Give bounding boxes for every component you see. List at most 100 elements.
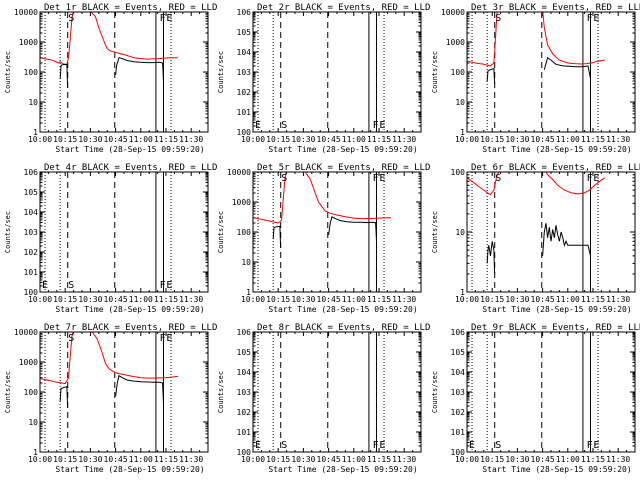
x-tick-label: 10:00 [455, 455, 479, 464]
x-tick-label: 11:30 [392, 455, 416, 464]
events-series-line [59, 386, 69, 408]
y-axis-label: Counts/sec [4, 51, 12, 93]
x-axis-label: Start Time (28-Sep-15 09:59:20) [55, 305, 204, 314]
panel-title: Det 3r BLACK = Events, RED = LLD [471, 3, 640, 13]
panel-title: Det 7r BLACK = Events, RED = LLD [44, 323, 217, 333]
x-tick-label: 10:30 [291, 455, 315, 464]
y-tick-label: 100 [237, 128, 252, 137]
marker-label-s: S [68, 280, 74, 291]
y-tick-label: 106 [237, 328, 252, 337]
x-tick-label: 10:30 [78, 455, 102, 464]
marker-label-f: F [587, 13, 593, 24]
x-tick-label: 10:30 [291, 295, 315, 304]
x-tick-label: 10:30 [505, 295, 529, 304]
y-tick-label: 105 [24, 188, 39, 197]
y-tick-label: 101 [237, 108, 252, 117]
x-tick-label: 10:45 [531, 295, 555, 304]
x-axis-label: Start Time (28-Sep-15 09:59:20) [482, 145, 631, 154]
x-tick-label: 11:15 [367, 135, 391, 144]
marker-label-f: F [160, 280, 166, 291]
x-tick-label: 10:00 [241, 295, 265, 304]
marker-label-s: S [495, 440, 501, 451]
marker-label-s: S [495, 13, 501, 24]
x-tick-label: 11:15 [367, 295, 391, 304]
marker-label-e: E [166, 333, 172, 344]
x-axis-label: Start Time (28-Sep-15 09:59:20) [268, 305, 417, 314]
x-tick-label: 10:30 [505, 135, 529, 144]
y-axis-label: Counts/sec [217, 211, 225, 253]
marker-label-e-left: E [255, 440, 261, 451]
plot-frame [466, 11, 636, 133]
x-tick-label: 11:15 [581, 295, 605, 304]
x-tick-label: 10:00 [241, 135, 265, 144]
x-tick-label: 10:30 [78, 135, 102, 144]
x-axis-label: Start Time (28-Sep-15 09:59:20) [268, 465, 417, 474]
y-tick-label: 10000 [14, 8, 38, 17]
marker-label-e: E [379, 120, 385, 131]
y-tick-label: 103 [237, 388, 252, 397]
plot-frame [466, 331, 636, 453]
x-tick-label: 11:00 [129, 135, 153, 144]
x-tick-label: 10:45 [317, 455, 341, 464]
marker-label-e: E [166, 13, 172, 24]
panel-title: Det 9r BLACK = Events, RED = LLD [471, 323, 640, 333]
events-series-line [59, 63, 69, 88]
y-axis-label: Counts/sec [431, 371, 439, 413]
x-tick-label: 11:15 [154, 295, 178, 304]
y-tick-label: 104 [24, 208, 39, 217]
y-tick-label: 1 [33, 448, 38, 457]
y-tick-label: 105 [237, 348, 252, 357]
panel-title: Det 1r BLACK = Events, RED = LLD [44, 3, 217, 13]
y-tick-label: 103 [451, 388, 466, 397]
x-tick-label: 11:15 [154, 455, 178, 464]
x-tick-label: 10:30 [505, 455, 529, 464]
marker-label-e: E [166, 280, 172, 291]
x-tick-label: 11:00 [342, 135, 366, 144]
y-tick-label: 101 [237, 428, 252, 437]
x-tick-label: 11:00 [556, 455, 580, 464]
x-tick-label: 11:00 [129, 295, 153, 304]
x-axis-label: Start Time (28-Sep-15 09:59:20) [55, 465, 204, 474]
x-tick-label: 10:45 [531, 455, 555, 464]
x-tick-label: 10:15 [266, 135, 290, 144]
y-tick-label: 103 [24, 228, 39, 237]
x-tick-label: 10:00 [28, 455, 52, 464]
x-tick-label: 11:00 [129, 455, 153, 464]
marker-label-e: E [379, 440, 385, 451]
events-series-line [543, 56, 591, 79]
x-tick-label: 11:15 [154, 135, 178, 144]
x-tick-label: 11:00 [342, 455, 366, 464]
x-tick-label: 11:00 [556, 295, 580, 304]
events-series-line [486, 67, 496, 84]
y-tick-label: 1000 [19, 358, 38, 367]
y-tick-label: 101 [24, 268, 39, 277]
plot-frame [252, 171, 422, 293]
det-panel-7: Det 7r BLACK = Events, RED = LLD 10:00 10:… [4, 323, 217, 474]
y-tick-label: 10000 [441, 8, 465, 17]
y-tick-label: 1 [460, 288, 465, 297]
y-tick-label: 106 [237, 8, 252, 17]
x-axis-label: Start Time (28-Sep-15 09:59:20) [482, 305, 631, 314]
marker-label-s: S [281, 440, 287, 451]
y-tick-label: 10 [28, 418, 38, 427]
y-axis-label: Counts/sec [431, 51, 439, 93]
marker-label-f: F [373, 440, 379, 451]
x-tick-label: 11:30 [606, 135, 630, 144]
x-tick-label: 10:15 [480, 455, 504, 464]
plot-area [467, 12, 605, 132]
plot-area [257, 12, 385, 132]
y-tick-label: 10000 [227, 168, 251, 177]
panel-title: Det 6r BLACK = Events, RED = LLD [471, 163, 640, 173]
x-tick-label: 10:45 [531, 135, 555, 144]
x-tick-label: 10:45 [317, 135, 341, 144]
events-series-line [542, 223, 591, 257]
marker-label-e-left: E [255, 120, 261, 131]
y-axis-label: Counts/sec [431, 211, 439, 253]
panel-title: Det 2r BLACK = Events, RED = LLD [257, 3, 430, 13]
marker-label-s: S [281, 173, 287, 184]
x-tick-label: 11:30 [392, 295, 416, 304]
